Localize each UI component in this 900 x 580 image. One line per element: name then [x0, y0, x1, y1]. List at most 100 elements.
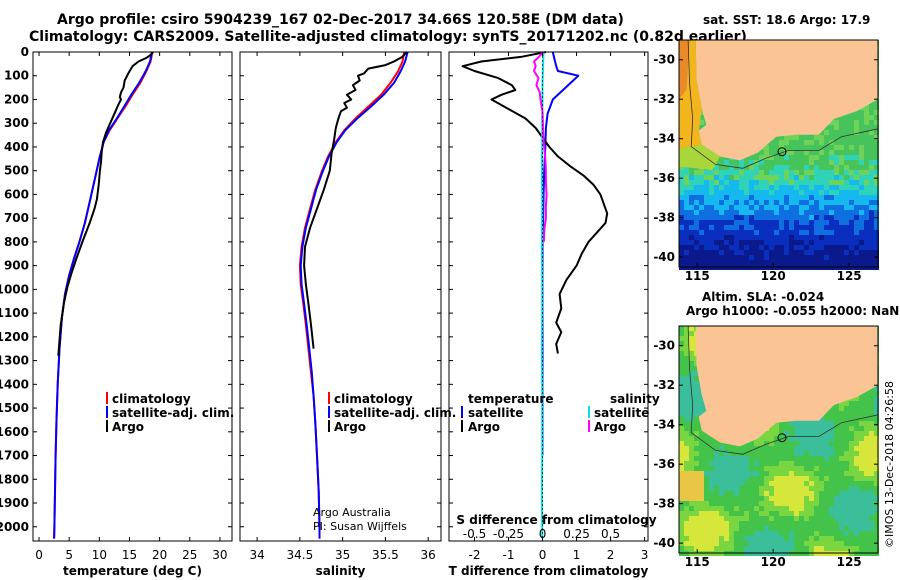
x-tick-label: 2 [607, 548, 615, 562]
land-mass [695, 326, 878, 447]
legend-label-climatology: climatology [334, 392, 413, 406]
depth-tick-label: 200 [4, 92, 29, 106]
depth-tick-label: 300 [4, 116, 29, 130]
x-tick-label: 35.5 [372, 548, 399, 562]
depth-tick-label: 600 [4, 187, 29, 201]
lat-tick-label: -34 [653, 132, 675, 146]
argo-float-marker [777, 433, 787, 443]
map-frame [678, 325, 879, 554]
x-tick-label: 34 [249, 548, 264, 562]
x-axis-label: T difference from climatology [449, 564, 649, 578]
lat-tick-label: -30 [653, 53, 675, 67]
shelf-water [679, 144, 721, 171]
series-satellite-adj-clim- [299, 51, 409, 539]
isobath-contour [687, 325, 879, 455]
x-tick-label: 35 [335, 548, 350, 562]
sla-map-title-1: Altim. SLA: -0.024 [702, 290, 824, 304]
secondary-tick-label: -0.25 [493, 527, 524, 541]
depth-tick-label: 1400 [0, 377, 29, 391]
x-tick-label: 30 [212, 548, 227, 562]
secondary-tick-label: 0.25 [563, 527, 590, 541]
sst-map: sat. SST: 18.6 Argo: 17.9 115 120 125 -30 -3… [653, 13, 879, 283]
legend-label-t-satellite: satellite [468, 406, 523, 420]
depth-tick-label: 100 [4, 69, 29, 83]
depth-tick-label: 1000 [0, 282, 29, 296]
lat-tick-label: -36 [653, 457, 675, 471]
sla-map-title-2: Argo h1000: -0.055 h2000: NaN [686, 304, 899, 318]
secondary-tick-label: -0.5 [463, 527, 486, 541]
salinity-legend: climatology satellite-adj. clim. Argo Ar… [313, 392, 456, 533]
legend-label-t-argo: Argo [468, 420, 500, 434]
lat-tick-label: -32 [653, 378, 675, 392]
x-tick-label: 0 [539, 548, 547, 562]
lon-tick-label: 120 [761, 269, 786, 283]
lat-tick-label: -34 [653, 418, 675, 432]
x-tick-label: -2 [469, 548, 481, 562]
depth-tick-label: 1600 [0, 425, 29, 439]
difference-panel: -2 -1 0 1 2 3 T difference from climatology S d… [448, 51, 657, 578]
lon-tick-label: 120 [761, 555, 786, 569]
map-frame [678, 39, 879, 268]
x-tick-label: 34.5 [287, 548, 314, 562]
secondary-axis-label: S difference from climatology [456, 513, 656, 527]
depth-tick-label: 2000 [0, 520, 29, 534]
credit-pi: PI: Susan Wijffels [313, 520, 407, 533]
series-climatology [53, 51, 154, 539]
lon-tick-label: 115 [685, 269, 710, 283]
argo-float-marker [777, 147, 787, 157]
lat-tick-label: -32 [653, 92, 675, 106]
legend-label-s-argo: Argo [594, 420, 626, 434]
secondary-tick-label: 0.5 [601, 527, 620, 541]
imos-credit: ©IMOS 13-Dec-2018 04:26:58 [883, 381, 896, 548]
x-tick-label: 3 [641, 548, 649, 562]
salinity-panel: 34 34.5 35 35.5 36 salinity [239, 51, 442, 578]
lat-tick-label: -40 [653, 536, 675, 550]
depth-tick-label: 700 [4, 211, 29, 225]
depth-tick-label: 800 [4, 235, 29, 249]
x-axis-label: salinity [316, 564, 366, 578]
x-axis-label: temperature (deg C) [63, 564, 202, 578]
depth-tick-label: 400 [4, 140, 29, 154]
series-argo [303, 51, 408, 349]
series-satellite-adj-clim- [53, 51, 153, 539]
x-tick-label: 10 [92, 548, 107, 562]
sla-map: Altim. SLA: -0.024 Argo h1000: -0.055 h2… [653, 290, 899, 569]
title-line-2: Climatology: CARS2009. Satellite-adjuste… [29, 29, 747, 45]
legend-label-satellite: satellite-adj. clim. [112, 406, 234, 420]
secondary-tick-label: 0 [539, 527, 547, 541]
depth-tick-labels: 0 100 200 300 400 500 600 700 800 900 1000 1100 1200… [0, 45, 29, 534]
x-tick-label: 0 [35, 548, 43, 562]
depth-tick-label: 900 [4, 259, 29, 273]
depth-tick-label: 1800 [0, 472, 29, 486]
difference-legend: temperature salinity satellite Argo sate… [461, 392, 660, 434]
lat-tick-label: -38 [653, 211, 675, 225]
depth-tick-label: 1500 [0, 401, 29, 415]
series-t-argo [461, 51, 609, 354]
series-argo [57, 51, 154, 356]
sst-map-title: sat. SST: 18.6 Argo: 17.9 [703, 13, 870, 27]
legend-label-argo: Argo [334, 420, 366, 434]
x-tick-label: 15 [122, 548, 137, 562]
depth-tick-label: 0 [21, 45, 29, 59]
credit-argo-australia: Argo Australia [313, 506, 391, 519]
x-tick-label: 1 [573, 548, 581, 562]
x-tick-label: 5 [65, 548, 73, 562]
depth-tick-label: 1200 [0, 330, 29, 344]
lon-tick-label: 115 [685, 555, 710, 569]
depth-tick-label: 1100 [0, 306, 29, 320]
series-climatology [298, 51, 406, 539]
depth-tick-label: 1300 [0, 354, 29, 368]
lat-tick-label: -38 [653, 497, 675, 511]
series-s-argo [533, 51, 548, 242]
lat-tick-label: -36 [653, 171, 675, 185]
title-line-1: Argo profile: csiro 5904239_167 02-Dec-2… [57, 12, 624, 28]
isobath-contour [687, 39, 879, 169]
lon-tick-label: 125 [837, 269, 862, 283]
depth-tick-label: 500 [4, 164, 29, 178]
lat-tick-label: -30 [653, 339, 675, 353]
legend-label-climatology: climatology [112, 392, 191, 406]
legend-label-satellite: satellite-adj. clim. [334, 406, 456, 420]
legend-label-s-satellite: satellite [594, 406, 649, 420]
warmest-water [679, 40, 690, 100]
